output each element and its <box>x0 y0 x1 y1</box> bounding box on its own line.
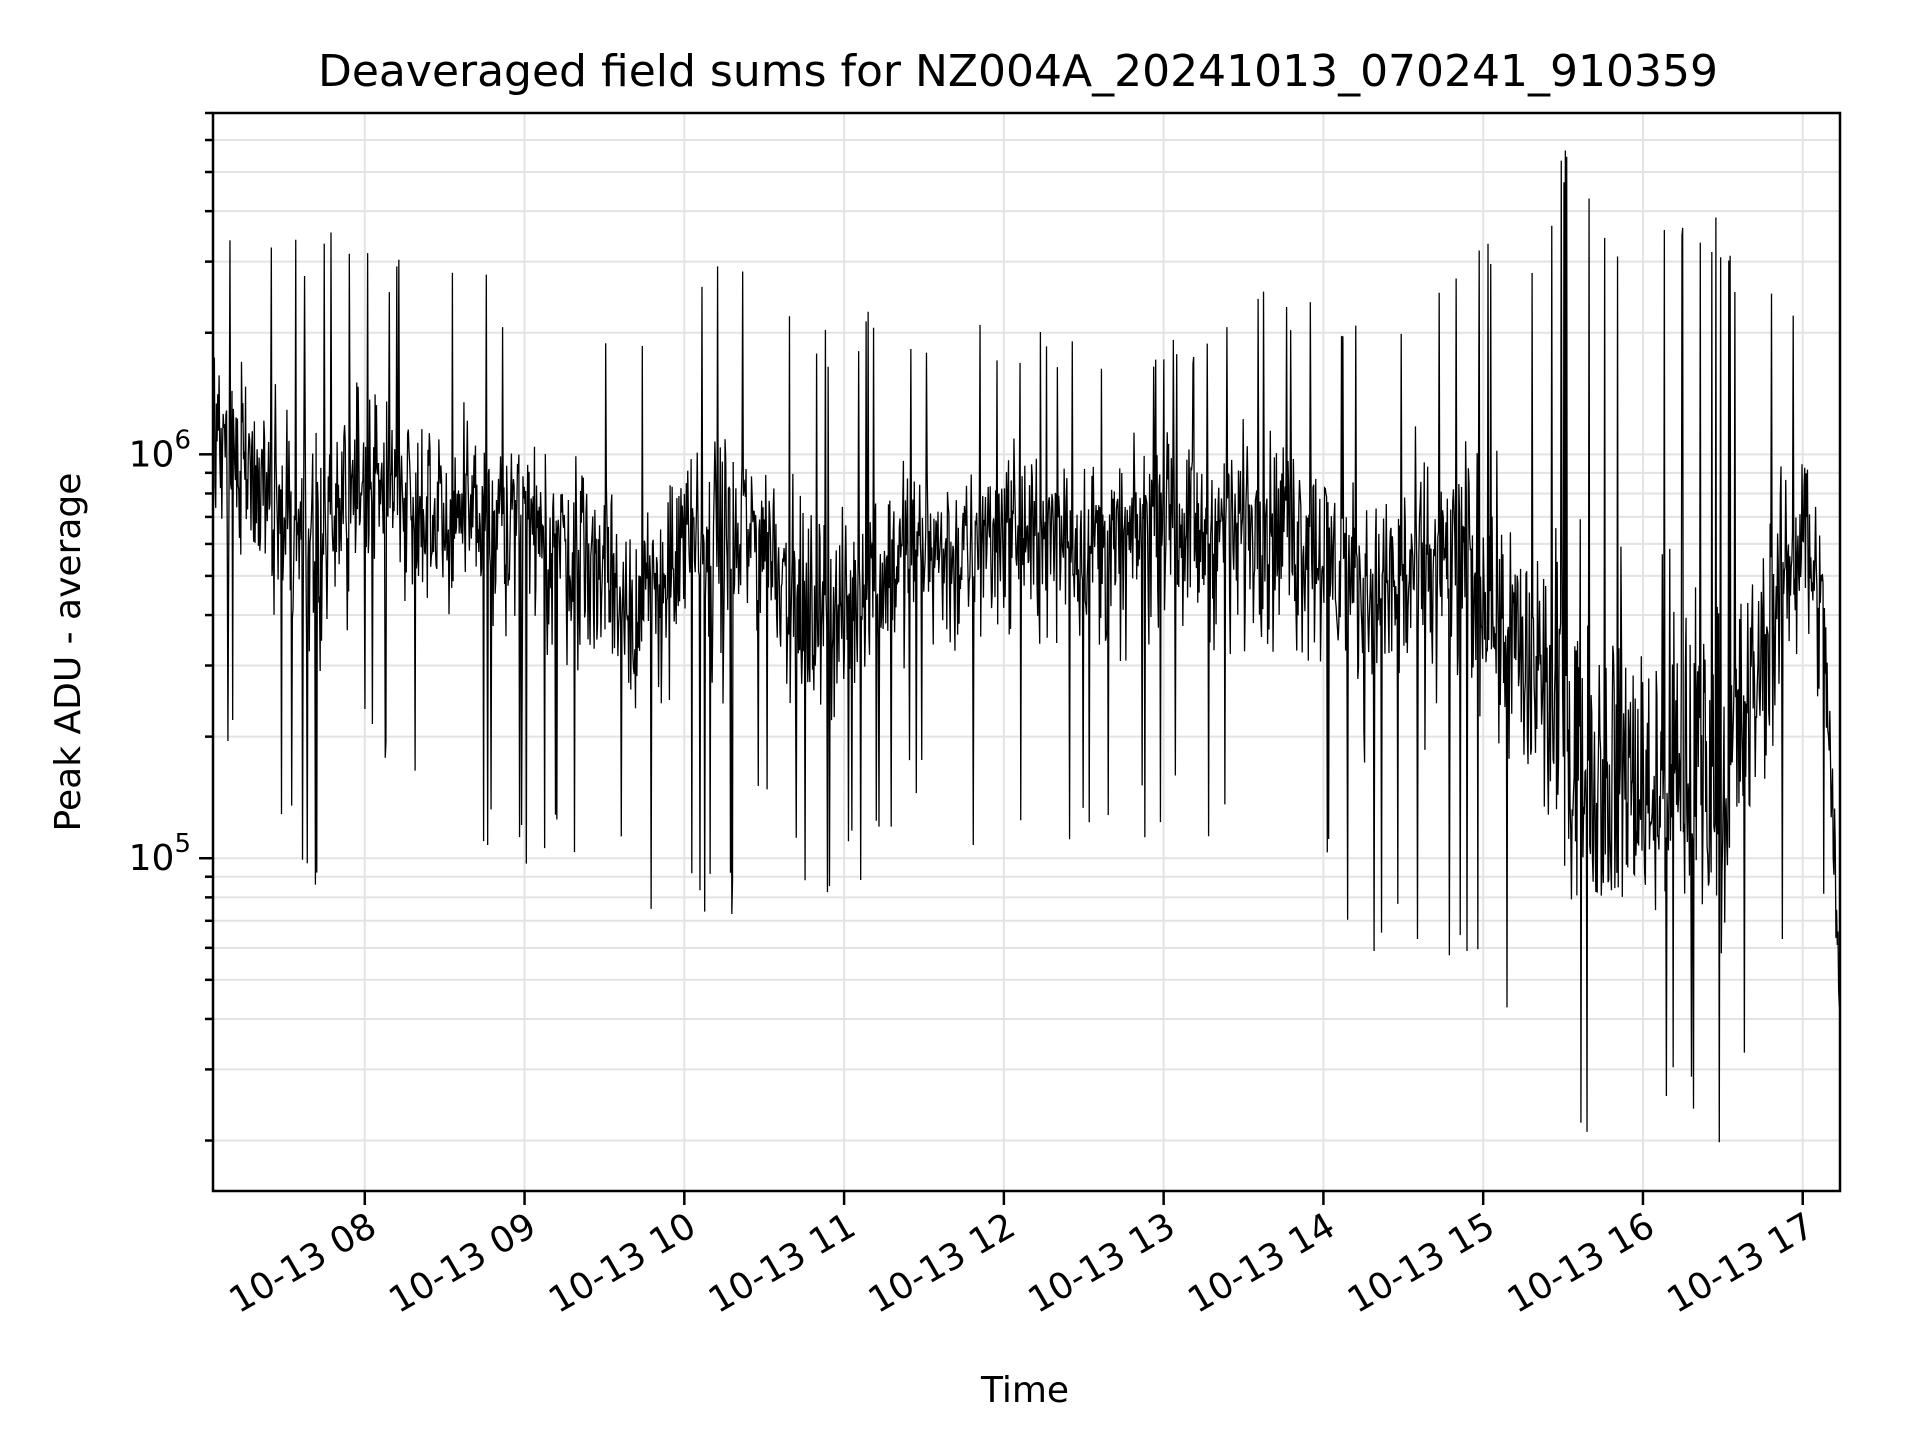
chart-title: Deaveraged field sums for NZ004A_2024101… <box>318 46 1718 97</box>
x-tick-label: 10-13 13 <box>1021 1205 1182 1321</box>
x-tick-label: 10-13 08 <box>223 1205 384 1321</box>
x-tick-label: 10-13 14 <box>1181 1205 1342 1321</box>
x-axis: 10-13 08 10-13 09 10-13 10 10-13 11 10-13 12… <box>223 1191 1822 1322</box>
x-tick-label: 10-13 16 <box>1501 1205 1662 1321</box>
x-tick-label: 10-13 12 <box>862 1205 1023 1321</box>
x-tick-label: 10-13 10 <box>542 1205 703 1321</box>
y-tick-label: 106 <box>129 425 191 475</box>
y-tick-label: 105 <box>129 829 191 879</box>
y-axis-label: Peak ADU - average <box>48 473 89 832</box>
y-axis: 105 106 <box>129 111 213 1142</box>
x-tick-label: 10-13 17 <box>1661 1205 1822 1321</box>
plot-area <box>212 150 1841 1143</box>
x-tick-label: 10-13 11 <box>702 1205 863 1321</box>
x-axis-label: Time <box>980 1370 1069 1411</box>
x-tick-label: 10-13 15 <box>1341 1205 1502 1321</box>
series-line-0 <box>212 150 1841 1143</box>
x-tick-label: 10-13 09 <box>382 1205 543 1321</box>
grid-lines <box>213 112 1840 1191</box>
plot-frame <box>211 111 1842 1193</box>
